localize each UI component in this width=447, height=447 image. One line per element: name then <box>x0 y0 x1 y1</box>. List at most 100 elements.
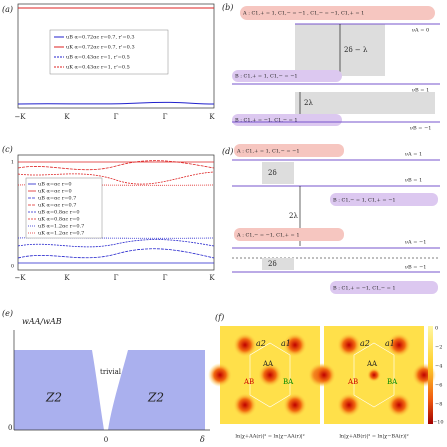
panel-label: (b) <box>222 3 233 12</box>
level-label: B : C1,+ = −1, C1,− = 1 <box>235 118 298 124</box>
region <box>108 350 205 430</box>
region <box>14 350 104 430</box>
origin-label: 0 <box>8 424 12 432</box>
panel-f: (f) a2 a1 AA AB BA a2 a1 AA AB BA 0 −2 −… <box>208 313 444 440</box>
map-label: AB <box>347 378 358 386</box>
gap-label: 2λ <box>289 212 298 220</box>
y-tick-label: 1 <box>11 160 14 166</box>
gap-region <box>262 258 294 270</box>
panel-a: (a) uB α=0.72αc r=0.7, r'=0.3 uK α=0.72α… <box>2 3 215 121</box>
region-label: Z2 <box>147 391 164 405</box>
legend-lines <box>28 183 36 234</box>
band <box>232 70 342 82</box>
caption: ln|χ+AB(r)|² = ln|χ−BA(r)|² <box>339 433 408 440</box>
gap-label: 2λ <box>304 99 313 107</box>
map-label: a1 <box>385 339 395 348</box>
level-label: A : C1,+ = 1, C1,− = −1 , C1,− = −1, C1,… <box>242 11 364 17</box>
heatmap-2 <box>312 326 436 424</box>
panel-label: (c) <box>2 145 13 154</box>
level-label: A : C1,+ = 1, C1,− = −1 <box>236 149 300 155</box>
legend-entry: uK α=αc r=0 <box>38 189 72 195</box>
colorbar-tick: −4 <box>435 364 442 370</box>
gap-label: 2δ − λ <box>344 46 368 54</box>
x-tick-label: −K <box>14 274 26 282</box>
panel-c: (c) 1 0 uB α=αc r=0 uK α=αc r=0 uB α=αc … <box>2 145 215 282</box>
panel-label: (d) <box>222 147 233 156</box>
gap-region <box>262 162 294 184</box>
colorbar-tick: 0 <box>435 326 438 332</box>
legend-entry: uB α=0.8αc r=0 <box>38 210 80 216</box>
x-tick-label: K <box>64 113 70 121</box>
panel-d: (d) A : C1,+ = 1, C1,− = −1 νA = 1 2δ νB… <box>222 144 440 294</box>
plot-frame <box>17 154 215 271</box>
level-label: B : C1,+ = 1, C1,− = −1 <box>235 74 298 80</box>
band <box>240 6 435 20</box>
region-label: Z2 <box>45 391 62 405</box>
legend-entry: uB α=αc r=0.7 <box>38 196 76 202</box>
x-tick-label: Γ <box>114 113 119 121</box>
colorbar <box>428 326 433 424</box>
level-label: νB = −1 <box>410 126 431 132</box>
band <box>234 228 344 241</box>
level-label: νB = 1 <box>405 178 422 184</box>
level-label: νA = 1 <box>405 152 422 158</box>
level-label: A : C1,− = −1, C1,+ = 1 <box>236 233 300 239</box>
colorbar-tick: −10 <box>433 420 444 426</box>
panel-label: (a) <box>2 5 13 14</box>
panel-label: (e) <box>2 309 13 318</box>
legend-entry: uB α=1.2αc r=0.7 <box>38 224 84 230</box>
x-tick-label: K <box>64 274 70 282</box>
band <box>330 281 438 294</box>
colorbar-tick: −2 <box>435 345 442 351</box>
x-axis-label: δ <box>200 435 205 444</box>
y-tick-label: 0 <box>11 264 14 270</box>
map-label: AA <box>262 360 274 368</box>
band <box>234 144 344 157</box>
legend-entry: uK α=αc r=0.7 <box>38 203 76 209</box>
legend-entry: uK α=0.43αc r=1, r'=0.5 <box>66 65 130 71</box>
level-label: νA = −1 <box>405 240 426 246</box>
legend-entry: uB α=αc r=0 <box>38 182 72 188</box>
gap-region <box>295 92 435 114</box>
x-tick-label: Γ <box>163 274 168 282</box>
colorbar-tick: −6 <box>435 383 442 389</box>
level-label: νB = 1 <box>412 88 429 94</box>
map-label: a2 <box>360 339 370 348</box>
legend <box>25 177 103 239</box>
map-label: AA <box>366 360 378 368</box>
band <box>330 193 438 206</box>
map-label: BA <box>387 378 398 386</box>
level-label: νB = −1 <box>405 265 426 271</box>
legend-entry: uK α=0.72αc r=0.7, r'=0.3 <box>66 45 135 51</box>
map-label: AB <box>243 378 254 386</box>
curve <box>17 101 215 105</box>
caption: ln|χ+AA(r)|² = ln|χ−AA(r)|² <box>235 433 304 440</box>
band <box>232 114 342 126</box>
x-tick-label: −K <box>14 113 26 121</box>
map-label: BA <box>283 378 294 386</box>
legend-lines <box>54 36 64 68</box>
level-label: B : C1,+ = −1, C1,− = 1 <box>333 286 396 292</box>
gap-label: 2δ <box>268 260 277 268</box>
map-label: a1 <box>281 339 291 348</box>
plot-frame <box>17 3 215 109</box>
y-axis-label: wAA/wAB <box>22 317 62 326</box>
legend-entry: uK α=1.2αc r=0.7 <box>38 231 84 237</box>
region-label: trivial <box>100 368 122 376</box>
x-tick-label: Γ <box>114 274 119 282</box>
legend-entry: uB α=0.72αc r=0.7, r'=0.3 <box>66 35 135 41</box>
legend-entry: uK α=0.8αc r=0 <box>38 217 80 223</box>
legend-entry: uB α=0.43αc r=1, r'=0.5 <box>66 55 130 61</box>
level-label: B : C1,− = 1, C1,+ = −1 <box>333 198 396 204</box>
origin-label: 0 <box>104 436 108 444</box>
level-label: νA = 0 <box>412 28 429 34</box>
colorbar-tick: −8 <box>435 402 442 408</box>
gap-label: 2δ <box>268 169 277 177</box>
map-label: a2 <box>256 339 266 348</box>
x-tick-label: K <box>209 274 215 282</box>
x-tick-label: K <box>209 113 215 121</box>
legend <box>49 29 169 75</box>
panel-e: (e) wAA/wAB trivial Z2 Z2 0 0 δ <box>2 309 210 444</box>
panel-label: (f) <box>215 313 224 322</box>
